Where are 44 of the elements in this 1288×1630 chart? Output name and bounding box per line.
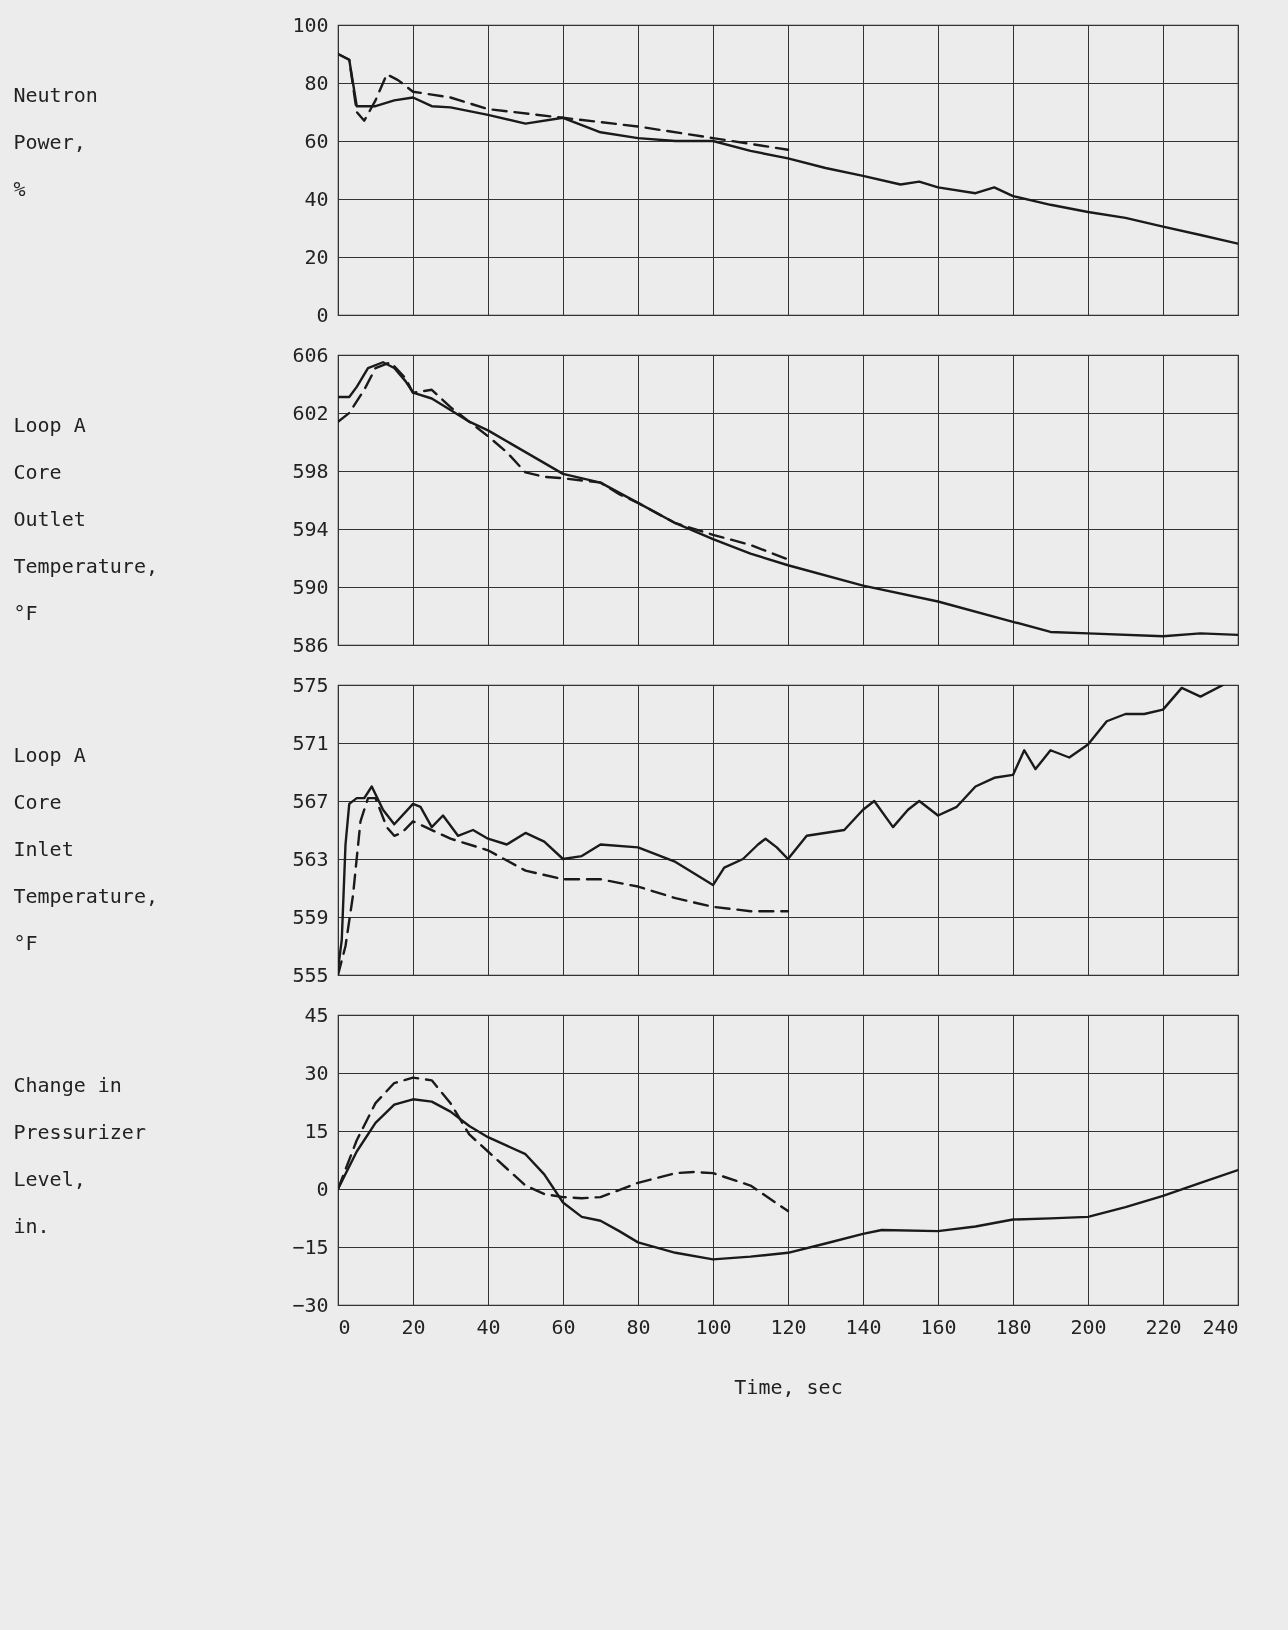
y-axis-title: Neutron Power, % xyxy=(13,82,98,201)
x-tick-label: 20 xyxy=(401,1314,426,1339)
y-tick-label: 15 xyxy=(304,1118,329,1143)
y-tick-label: 586 xyxy=(292,632,329,657)
y-tick-label: 598 xyxy=(292,458,329,483)
y-tick-label: 594 xyxy=(292,516,329,541)
x-tick-label: 120 xyxy=(770,1314,807,1339)
y-axis-title: Loop A Core Outlet Temperature, °F xyxy=(13,412,158,625)
y-tick-label: 590 xyxy=(292,574,329,599)
y-tick-label: 60 xyxy=(304,128,329,153)
x-axis-title: Time, sec xyxy=(734,1374,843,1399)
y-tick-label: −15 xyxy=(292,1234,329,1259)
x-tick-label: 240 xyxy=(1202,1314,1239,1339)
y-tick-label: 80 xyxy=(304,70,329,95)
y-tick-label: 563 xyxy=(292,846,329,871)
y-tick-label: 575 xyxy=(292,672,329,697)
y-tick-label: 0 xyxy=(316,1176,329,1201)
y-tick-label: 30 xyxy=(304,1060,329,1085)
y-tick-label: 45 xyxy=(304,1002,329,1027)
x-tick-label: 80 xyxy=(626,1314,651,1339)
x-tick-label: 220 xyxy=(1145,1314,1182,1339)
x-tick-label: 0 xyxy=(338,1314,351,1339)
y-tick-label: −30 xyxy=(292,1292,329,1317)
line-series xyxy=(338,685,1225,971)
x-tick-label: 100 xyxy=(695,1314,732,1339)
y-tick-label: 40 xyxy=(304,186,329,211)
x-tick-label: 200 xyxy=(1070,1314,1107,1339)
y-tick-label: 602 xyxy=(292,400,329,425)
x-tick-label: 140 xyxy=(845,1314,882,1339)
x-tick-label: 180 xyxy=(995,1314,1032,1339)
x-tick-label: 40 xyxy=(476,1314,501,1339)
y-tick-label: 567 xyxy=(292,788,329,813)
x-tick-label: 160 xyxy=(920,1314,957,1339)
y-axis-title: Loop A Core Inlet Temperature, °F xyxy=(13,742,158,955)
y-tick-label: 571 xyxy=(292,730,329,755)
line-series xyxy=(338,361,1238,638)
y-tick-label: 559 xyxy=(292,904,329,929)
y-axis-title: Change in Pressurizer Level, in. xyxy=(13,1072,146,1238)
y-tick-label: 20 xyxy=(304,244,329,269)
y-tick-label: 0 xyxy=(316,302,329,327)
x-tick-label: 60 xyxy=(551,1314,576,1339)
y-tick-label: 100 xyxy=(292,12,329,37)
y-tick-label: 555 xyxy=(292,962,329,987)
y-tick-label: 606 xyxy=(292,342,329,367)
